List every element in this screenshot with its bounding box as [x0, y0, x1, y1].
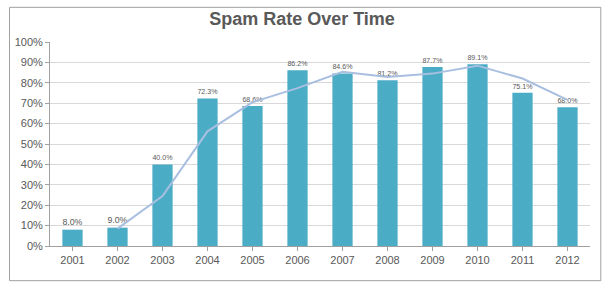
svg-text:2008: 2008	[375, 254, 399, 266]
svg-text:2004: 2004	[195, 254, 219, 266]
svg-text:2009: 2009	[420, 254, 444, 266]
svg-text:100%: 100%	[15, 36, 43, 48]
svg-text:2001: 2001	[60, 254, 84, 266]
svg-text:89.1%: 89.1%	[467, 54, 488, 62]
svg-text:2003: 2003	[150, 254, 174, 266]
svg-text:2006: 2006	[285, 254, 309, 266]
svg-text:8.0%: 8.0%	[62, 217, 82, 227]
svg-text:9.0%: 9.0%	[107, 215, 127, 225]
svg-text:72.3%: 72.3%	[197, 88, 218, 96]
svg-text:2007: 2007	[330, 254, 354, 266]
svg-text:84.6%: 84.6%	[332, 63, 353, 71]
svg-text:30%: 30%	[21, 179, 43, 191]
svg-text:50%: 50%	[21, 138, 43, 150]
svg-text:75.1%: 75.1%	[512, 83, 533, 91]
svg-text:2011: 2011	[511, 254, 535, 266]
svg-text:20%: 20%	[21, 199, 43, 211]
svg-text:0%: 0%	[27, 240, 43, 252]
svg-text:10%: 10%	[21, 219, 43, 231]
svg-text:60%: 60%	[21, 117, 43, 129]
svg-text:70%: 70%	[21, 97, 43, 109]
svg-text:2012: 2012	[555, 254, 579, 266]
svg-text:68.0%: 68.0%	[557, 97, 578, 105]
svg-text:40.0%: 40.0%	[152, 154, 173, 162]
svg-text:2005: 2005	[240, 254, 264, 266]
svg-text:40%: 40%	[21, 158, 43, 170]
svg-text:Spam Rate Over Time: Spam Rate Over Time	[209, 9, 395, 29]
svg-text:81.2%: 81.2%	[377, 70, 398, 78]
svg-text:87.7%: 87.7%	[422, 57, 443, 65]
svg-text:86.2%: 86.2%	[287, 60, 308, 68]
svg-text:68.6%: 68.6%	[242, 96, 263, 104]
svg-text:80%: 80%	[21, 77, 43, 89]
svg-text:2010: 2010	[465, 254, 489, 266]
svg-text:2002: 2002	[105, 254, 129, 266]
svg-text:90%: 90%	[21, 56, 43, 68]
